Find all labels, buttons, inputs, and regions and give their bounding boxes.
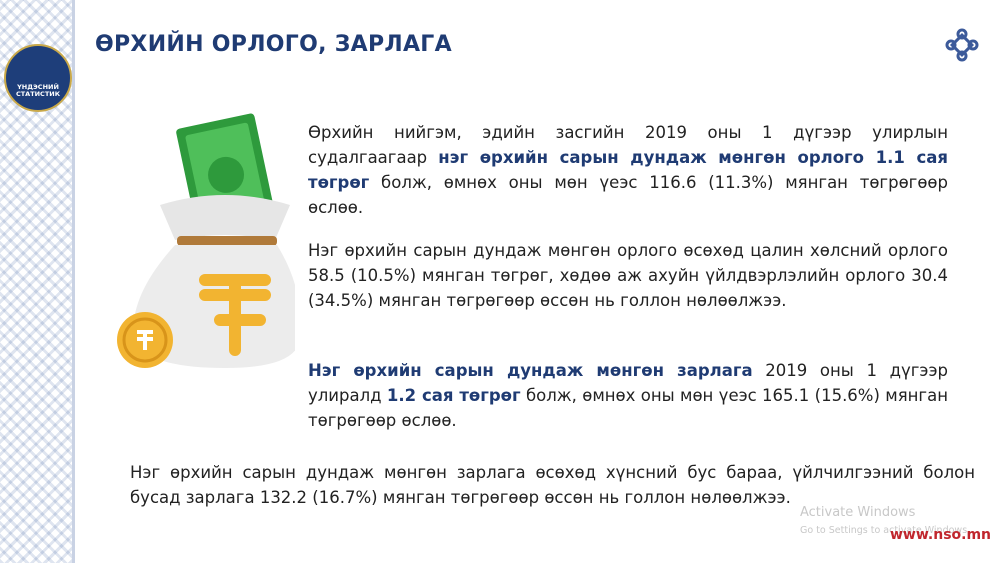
website[interactable]: www.nso.mn <box>890 527 992 543</box>
text: Нэг өрхийн сарын дундаж мөнгөн зарлага ө… <box>130 463 975 507</box>
strip-edge <box>72 0 75 563</box>
watermark-note: Go to Settings to activate Windows. <box>800 525 971 536</box>
paragraph: Нэг өрхийн сарын дундаж мөнгөн орлого өс… <box>308 238 948 313</box>
bold-text: 1.2 сая төгрөг <box>386 386 521 405</box>
ornament <box>945 28 979 62</box>
bold-text: Нэг өрхийн сарын дундаж мөнгөн зарлага <box>308 361 753 380</box>
watermark: Activate Windows <box>800 505 916 520</box>
paragraph: Өрхийн нийгэм, эдийн засгийн 2019 оны 1 … <box>308 120 948 220</box>
bold-text: нэг өрхийн сарын дундаж мөнгөн орлого 1.… <box>308 148 948 192</box>
text: болж, өмнөх оны мөн үеэс 116.6 (11.3%) м… <box>308 173 948 217</box>
text: Өрхийн нийгэм, эдийн засгийн 2019 оны 1 … <box>308 123 948 167</box>
logo: ҮНДЭСНИЙ СТАТИСТИК <box>4 44 72 112</box>
money-bag-illustration <box>117 113 295 368</box>
text: Нэг өрхийн сарын дундаж мөнгөн орлого өс… <box>308 241 948 310</box>
paragraph: Нэг өрхийн сарын дундаж мөнгөн зарлага 2… <box>308 358 948 433</box>
slide-title: ӨРХИЙН ОРЛОГО, ЗАРЛАГА <box>95 32 452 57</box>
text: 2019 оны 1 дүгээр улиралд <box>308 361 948 405</box>
logo-text: ҮНДЭСНИЙ СТАТИСТИК <box>15 83 61 98</box>
text: болж, өмнөх оны мөн үеэс 165.1 (15.6%) м… <box>308 386 948 430</box>
paragraph: Нэг өрхийн сарын дундаж мөнгөн зарлага ө… <box>130 460 975 510</box>
